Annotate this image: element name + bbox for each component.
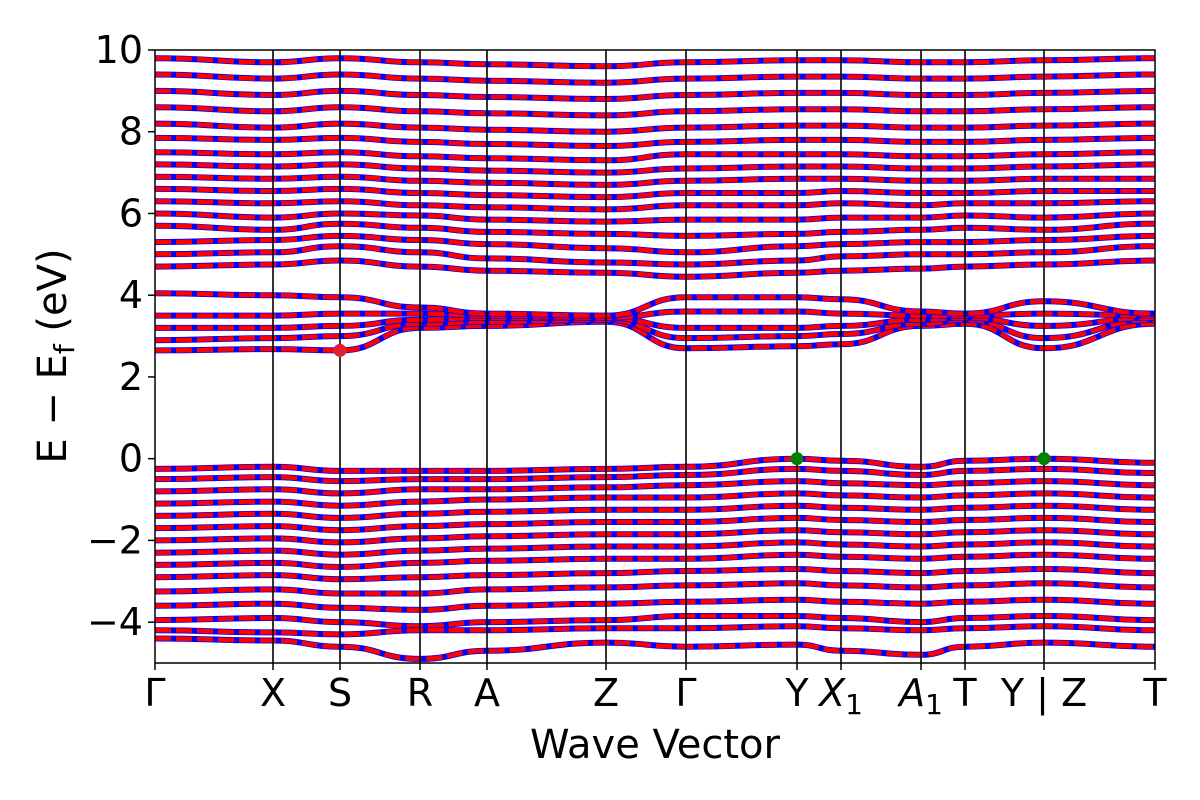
x-tick-label-10: T — [952, 671, 977, 715]
conduction-band-13-spin-up — [155, 174, 1155, 188]
high-symmetry-lines — [272, 50, 1045, 663]
conduction-band-19-spin-up — [155, 88, 1155, 102]
y-tick-label-5: 6 — [119, 191, 143, 235]
x-tick-label-9: A1 — [896, 671, 943, 721]
x-tick-label-8: X1 — [817, 671, 863, 721]
cbm-marker — [333, 343, 347, 357]
x-tick-label-3: R — [407, 671, 433, 715]
y-tick-label-2: 0 — [119, 437, 143, 481]
x-tick-label-5: Z — [593, 671, 619, 715]
conduction-band-1-spin-up — [155, 319, 1155, 353]
y-axis-ticks: −4 −2 0 2 4 6 8 10 — [87, 28, 155, 644]
x-tick-label-0: Γ — [144, 671, 165, 715]
y-tick-label-0: −4 — [87, 600, 143, 644]
x-tick-label-11: Y | Z — [1000, 671, 1087, 716]
conduction-band-8-spin-up — [155, 233, 1155, 255]
vbm-marker-1 — [790, 452, 804, 466]
x-tick-label-7: Y — [784, 671, 809, 715]
y-tick-label-6: 8 — [119, 110, 143, 154]
y-tick-label-7: 10 — [95, 28, 143, 72]
vbm-marker-2 — [1037, 452, 1051, 466]
x-tick-label-2: S — [328, 671, 352, 715]
x-tick-label-6: Γ — [675, 671, 696, 715]
valence-band-15-spin-up — [155, 636, 1155, 662]
y-axis-title-base: E − E — [30, 354, 76, 464]
y-tick-label-1: −2 — [87, 518, 143, 562]
extrema-markers — [333, 343, 1051, 466]
y-axis-title-unit: (eV) — [30, 248, 76, 344]
y-axis-title: E − Ef (eV) — [30, 248, 81, 463]
x-tick-label-12: T — [1142, 671, 1167, 715]
y-tick-label-3: 2 — [119, 355, 143, 399]
conduction-band-21-spin-up — [155, 55, 1155, 69]
plot-frame — [154, 49, 1156, 664]
y-axis-title-sub: f — [48, 343, 81, 354]
x-axis-title: Wave Vector — [530, 722, 781, 768]
y-tick-label-4: 4 — [119, 273, 143, 317]
x-tick-label-4: A — [474, 671, 500, 715]
x-tick-label-1: X — [260, 671, 286, 715]
conduction-band-10-spin-up — [155, 211, 1155, 224]
